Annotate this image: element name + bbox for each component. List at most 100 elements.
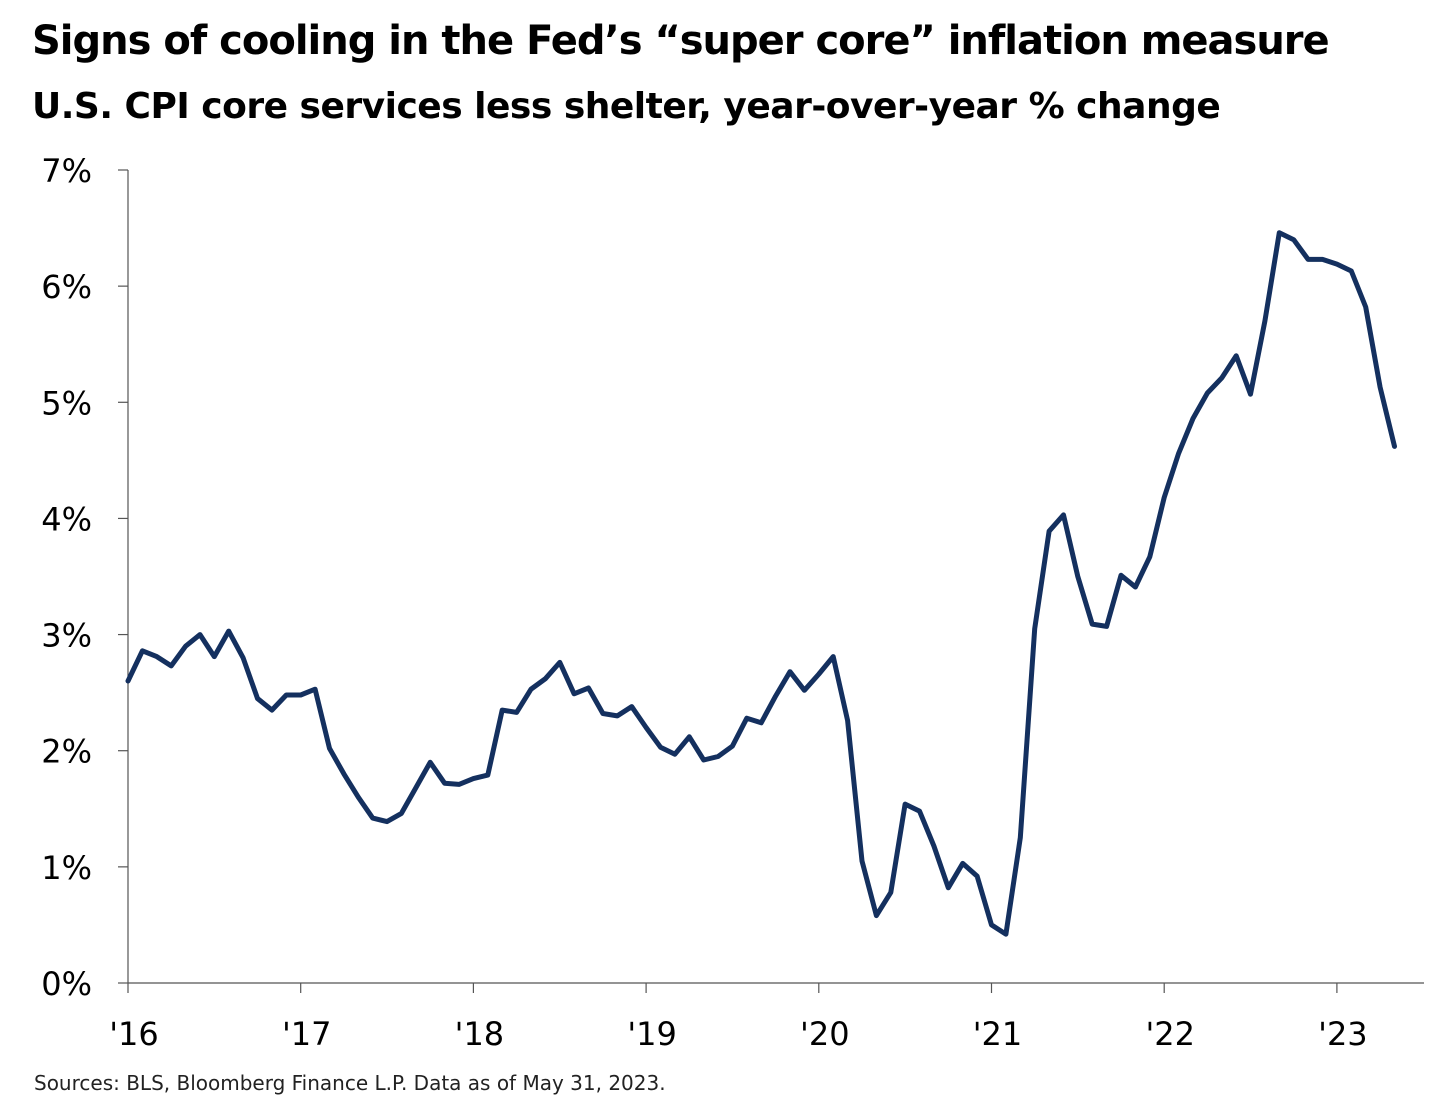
x-tick-label: '16	[109, 1015, 159, 1053]
data-point	[557, 660, 562, 665]
data-point	[716, 754, 721, 759]
data-point	[1334, 262, 1339, 267]
data-point	[1277, 230, 1282, 235]
y-tick-label: 2%	[41, 733, 92, 771]
data-point	[629, 704, 634, 709]
data-point	[1234, 353, 1239, 358]
axes: 0% 1% 2% 3% 4% 5% 6% 7% '16 '17 '18 '19 '20 '21 '22 '23	[41, 152, 1424, 1053]
data-point	[269, 708, 274, 713]
data-point	[960, 861, 965, 866]
data-point	[126, 679, 131, 684]
data-point	[514, 710, 519, 715]
data-point	[701, 758, 706, 763]
series-line	[125, 230, 1397, 937]
data-point	[1320, 257, 1325, 262]
x-tick-label: '19	[627, 1015, 677, 1053]
data-point	[140, 648, 145, 653]
data-point	[457, 782, 462, 787]
data-point	[226, 629, 231, 634]
data-point	[500, 708, 505, 713]
data-point	[1378, 385, 1383, 390]
data-point	[341, 771, 346, 776]
data-point	[845, 718, 850, 723]
data-point	[1119, 573, 1124, 578]
data-point	[154, 654, 159, 659]
data-point	[442, 781, 447, 786]
y-tick-label: 5%	[41, 384, 92, 422]
data-point	[644, 725, 649, 730]
data-point	[485, 773, 490, 778]
data-point	[198, 632, 203, 637]
data-point	[1047, 529, 1052, 534]
data-point	[255, 696, 260, 701]
data-point	[1306, 257, 1311, 262]
data-point	[744, 716, 749, 721]
data-point	[212, 654, 217, 659]
data-point	[1291, 237, 1296, 242]
data-point	[241, 655, 246, 660]
data-point	[1262, 319, 1267, 324]
data-point	[903, 802, 908, 807]
data-point	[658, 745, 663, 750]
data-point	[572, 691, 577, 696]
data-point	[1003, 932, 1008, 937]
data-point	[1191, 416, 1196, 421]
data-point	[327, 746, 332, 751]
data-point	[1133, 585, 1138, 590]
data-point	[788, 669, 793, 674]
data-point	[888, 890, 893, 895]
data-point	[586, 686, 591, 691]
data-point	[917, 809, 922, 814]
x-tick-label: '23	[1318, 1015, 1368, 1053]
data-point	[413, 785, 418, 790]
y-tick-label: 3%	[41, 617, 92, 655]
data-point	[1090, 622, 1095, 627]
x-tick-label: '17	[282, 1015, 332, 1053]
data-point	[1392, 444, 1397, 449]
data-point	[687, 734, 692, 739]
chart-title: Signs of cooling in the Fed’s “super cor…	[32, 18, 1330, 64]
data-point	[169, 663, 174, 668]
series-layer	[125, 230, 1397, 937]
y-tick-label: 1%	[41, 849, 92, 887]
data-point	[975, 874, 980, 879]
data-point	[773, 694, 778, 699]
data-point	[428, 760, 433, 765]
data-point	[1205, 391, 1210, 396]
data-point	[543, 676, 548, 681]
data-point	[1162, 495, 1167, 500]
data-point	[1147, 554, 1152, 559]
data-point	[1248, 392, 1253, 397]
data-point	[1219, 375, 1224, 380]
data-point	[399, 811, 404, 816]
data-point	[600, 711, 605, 716]
data-point	[1018, 835, 1023, 840]
data-point	[1075, 574, 1080, 579]
source-note: Sources: BLS, Bloomberg Finance L.P. Dat…	[34, 1071, 666, 1095]
data-point	[284, 693, 289, 698]
data-point	[1032, 626, 1037, 631]
data-point	[874, 913, 879, 918]
data-point	[385, 819, 390, 824]
data-point	[816, 672, 821, 677]
data-point	[183, 644, 188, 649]
y-tick-label: 7%	[41, 152, 92, 190]
data-point	[730, 744, 735, 749]
data-point	[1363, 305, 1368, 310]
data-point	[946, 885, 951, 890]
data-point	[356, 795, 361, 800]
data-point	[1061, 512, 1066, 517]
data-point	[831, 654, 836, 659]
data-point	[1176, 451, 1181, 456]
data-point	[931, 844, 936, 849]
data-point	[471, 776, 476, 781]
data-point	[1349, 269, 1354, 274]
data-point	[615, 713, 620, 718]
data-point	[1104, 624, 1109, 629]
x-tick-label: '20	[800, 1015, 850, 1053]
data-point	[860, 859, 865, 864]
x-tick-label: '21	[973, 1015, 1023, 1053]
y-tick-label: 0%	[41, 965, 92, 1003]
data-point	[759, 720, 764, 725]
